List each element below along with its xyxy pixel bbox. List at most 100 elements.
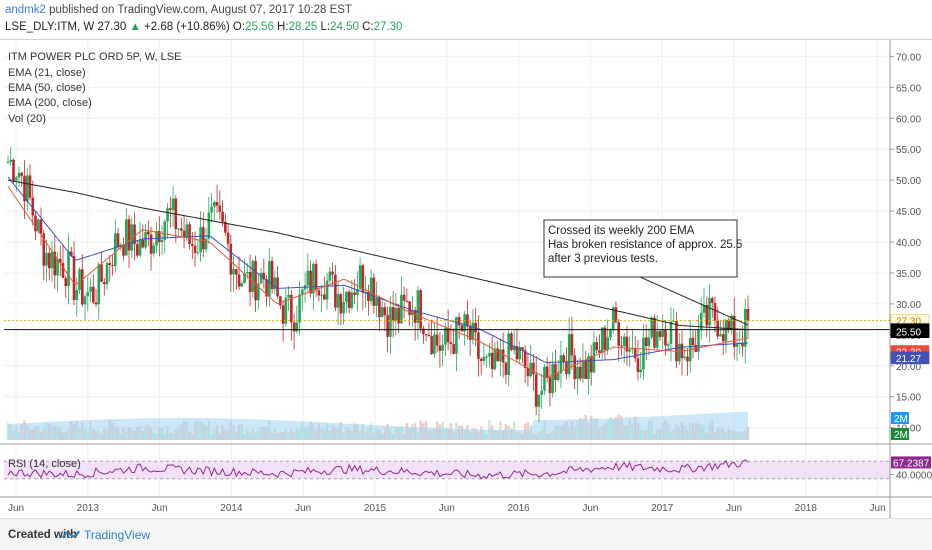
candle-body	[229, 243, 233, 275]
candle-body	[276, 277, 279, 297]
candle-body	[719, 334, 722, 337]
candle-body	[146, 231, 150, 235]
candle-body	[493, 348, 497, 370]
candle-body	[383, 307, 387, 316]
candle-body	[56, 258, 59, 276]
candle-body	[743, 308, 747, 347]
candle-body	[479, 358, 483, 361]
time-tick-label: 2013	[77, 503, 100, 514]
price-label-box	[890, 325, 930, 339]
candle-body	[199, 227, 202, 253]
candle-body	[485, 356, 488, 358]
candle-body	[482, 356, 486, 361]
candle-body	[457, 317, 461, 326]
candle-body	[490, 352, 494, 370]
rsi-pane	[4, 459, 890, 480]
candle-body	[144, 231, 147, 248]
candle-body	[83, 296, 87, 305]
author-link[interactable]: andmk2	[5, 4, 46, 16]
candle-body	[122, 244, 125, 256]
tradingview-brand[interactable]: TradingView	[62, 526, 150, 544]
candle-body	[576, 366, 579, 380]
candle-body	[567, 334, 571, 375]
candle-body	[400, 294, 403, 324]
candle-body	[551, 364, 554, 394]
price-label: 27.30	[896, 317, 921, 328]
candle-body	[243, 273, 246, 284]
candle-body	[675, 321, 678, 362]
candle-body	[578, 366, 582, 379]
candle-body	[584, 359, 587, 379]
candle-body	[20, 172, 24, 176]
candle-body	[603, 327, 607, 350]
quote-line: LSE_DLY:ITM, W 27.30 ▲ +2.68 (+10.86%) O…	[5, 21, 402, 33]
candle-body	[581, 359, 585, 379]
candle-body	[130, 224, 134, 251]
candle-body	[435, 334, 439, 346]
candle-body	[177, 228, 180, 230]
candle-body	[193, 245, 197, 254]
candle-body	[735, 343, 739, 347]
candle-body	[386, 315, 389, 337]
candle-body	[298, 294, 301, 323]
candle-body	[61, 262, 65, 278]
candle-body	[17, 172, 21, 178]
candle-body	[235, 269, 238, 275]
candle-body	[113, 233, 117, 266]
time-tick-label: Jun	[295, 503, 311, 514]
candle-body	[512, 346, 516, 351]
candle-body	[504, 362, 508, 375]
candle-body	[669, 321, 673, 345]
candle-body	[644, 337, 648, 347]
candle-body	[213, 202, 216, 207]
candle-body	[42, 233, 46, 266]
candle-body	[152, 245, 156, 254]
candle-body	[160, 239, 164, 243]
candle-body	[9, 159, 13, 162]
candle-body	[661, 329, 665, 337]
candle-body	[713, 303, 717, 321]
price-label-box	[890, 351, 930, 365]
volume-label-box	[891, 412, 909, 424]
candle-body	[721, 334, 725, 342]
candle-body	[158, 231, 161, 243]
price-chart[interactable]: 70.00 65.00 60.00 55.00 50.00 45.00 40.00 35.00…	[0, 40, 932, 518]
candle-body	[215, 202, 219, 206]
candle-body	[270, 260, 274, 290]
candle-body	[34, 215, 37, 232]
candle-body	[91, 286, 95, 303]
candle-body	[39, 219, 43, 234]
candle-body	[394, 308, 398, 322]
rsi-label: RSI (14, close)	[8, 458, 81, 470]
candle-body	[23, 175, 26, 202]
candle-body	[523, 350, 527, 368]
candle-body	[620, 345, 623, 347]
candle-body	[625, 336, 629, 352]
candle-body	[664, 329, 667, 346]
candle-body	[614, 307, 618, 323]
time-tick-label: Jun	[582, 503, 598, 514]
candle-body	[534, 374, 538, 407]
candle-body	[521, 347, 524, 351]
volume-label: 2M	[894, 430, 908, 441]
time-tick-label: 2017	[651, 503, 674, 514]
candle-body	[295, 322, 299, 332]
last-price: 27.30	[97, 21, 127, 33]
time-tick-label: 2014	[220, 503, 243, 514]
candle-body	[367, 291, 370, 301]
candle-body	[697, 329, 700, 352]
time-tick-label: Jun	[152, 503, 168, 514]
candle-body	[265, 279, 268, 297]
candle-body	[149, 234, 153, 254]
candle-body	[237, 274, 241, 287]
chart-area[interactable]: 70.00 65.00 60.00 55.00 50.00 45.00 40.00 35.00…	[0, 40, 932, 518]
candle-body	[111, 265, 114, 267]
candle-body	[488, 352, 491, 357]
candle-body	[100, 264, 103, 282]
price-label: 21.27	[896, 354, 921, 365]
candle-body	[273, 277, 277, 290]
candle-body	[317, 290, 321, 296]
candle-body	[633, 348, 637, 359]
annotation-line-2: Has broken resistance of approx. 25.5	[548, 239, 742, 251]
candle-body	[636, 358, 640, 372]
